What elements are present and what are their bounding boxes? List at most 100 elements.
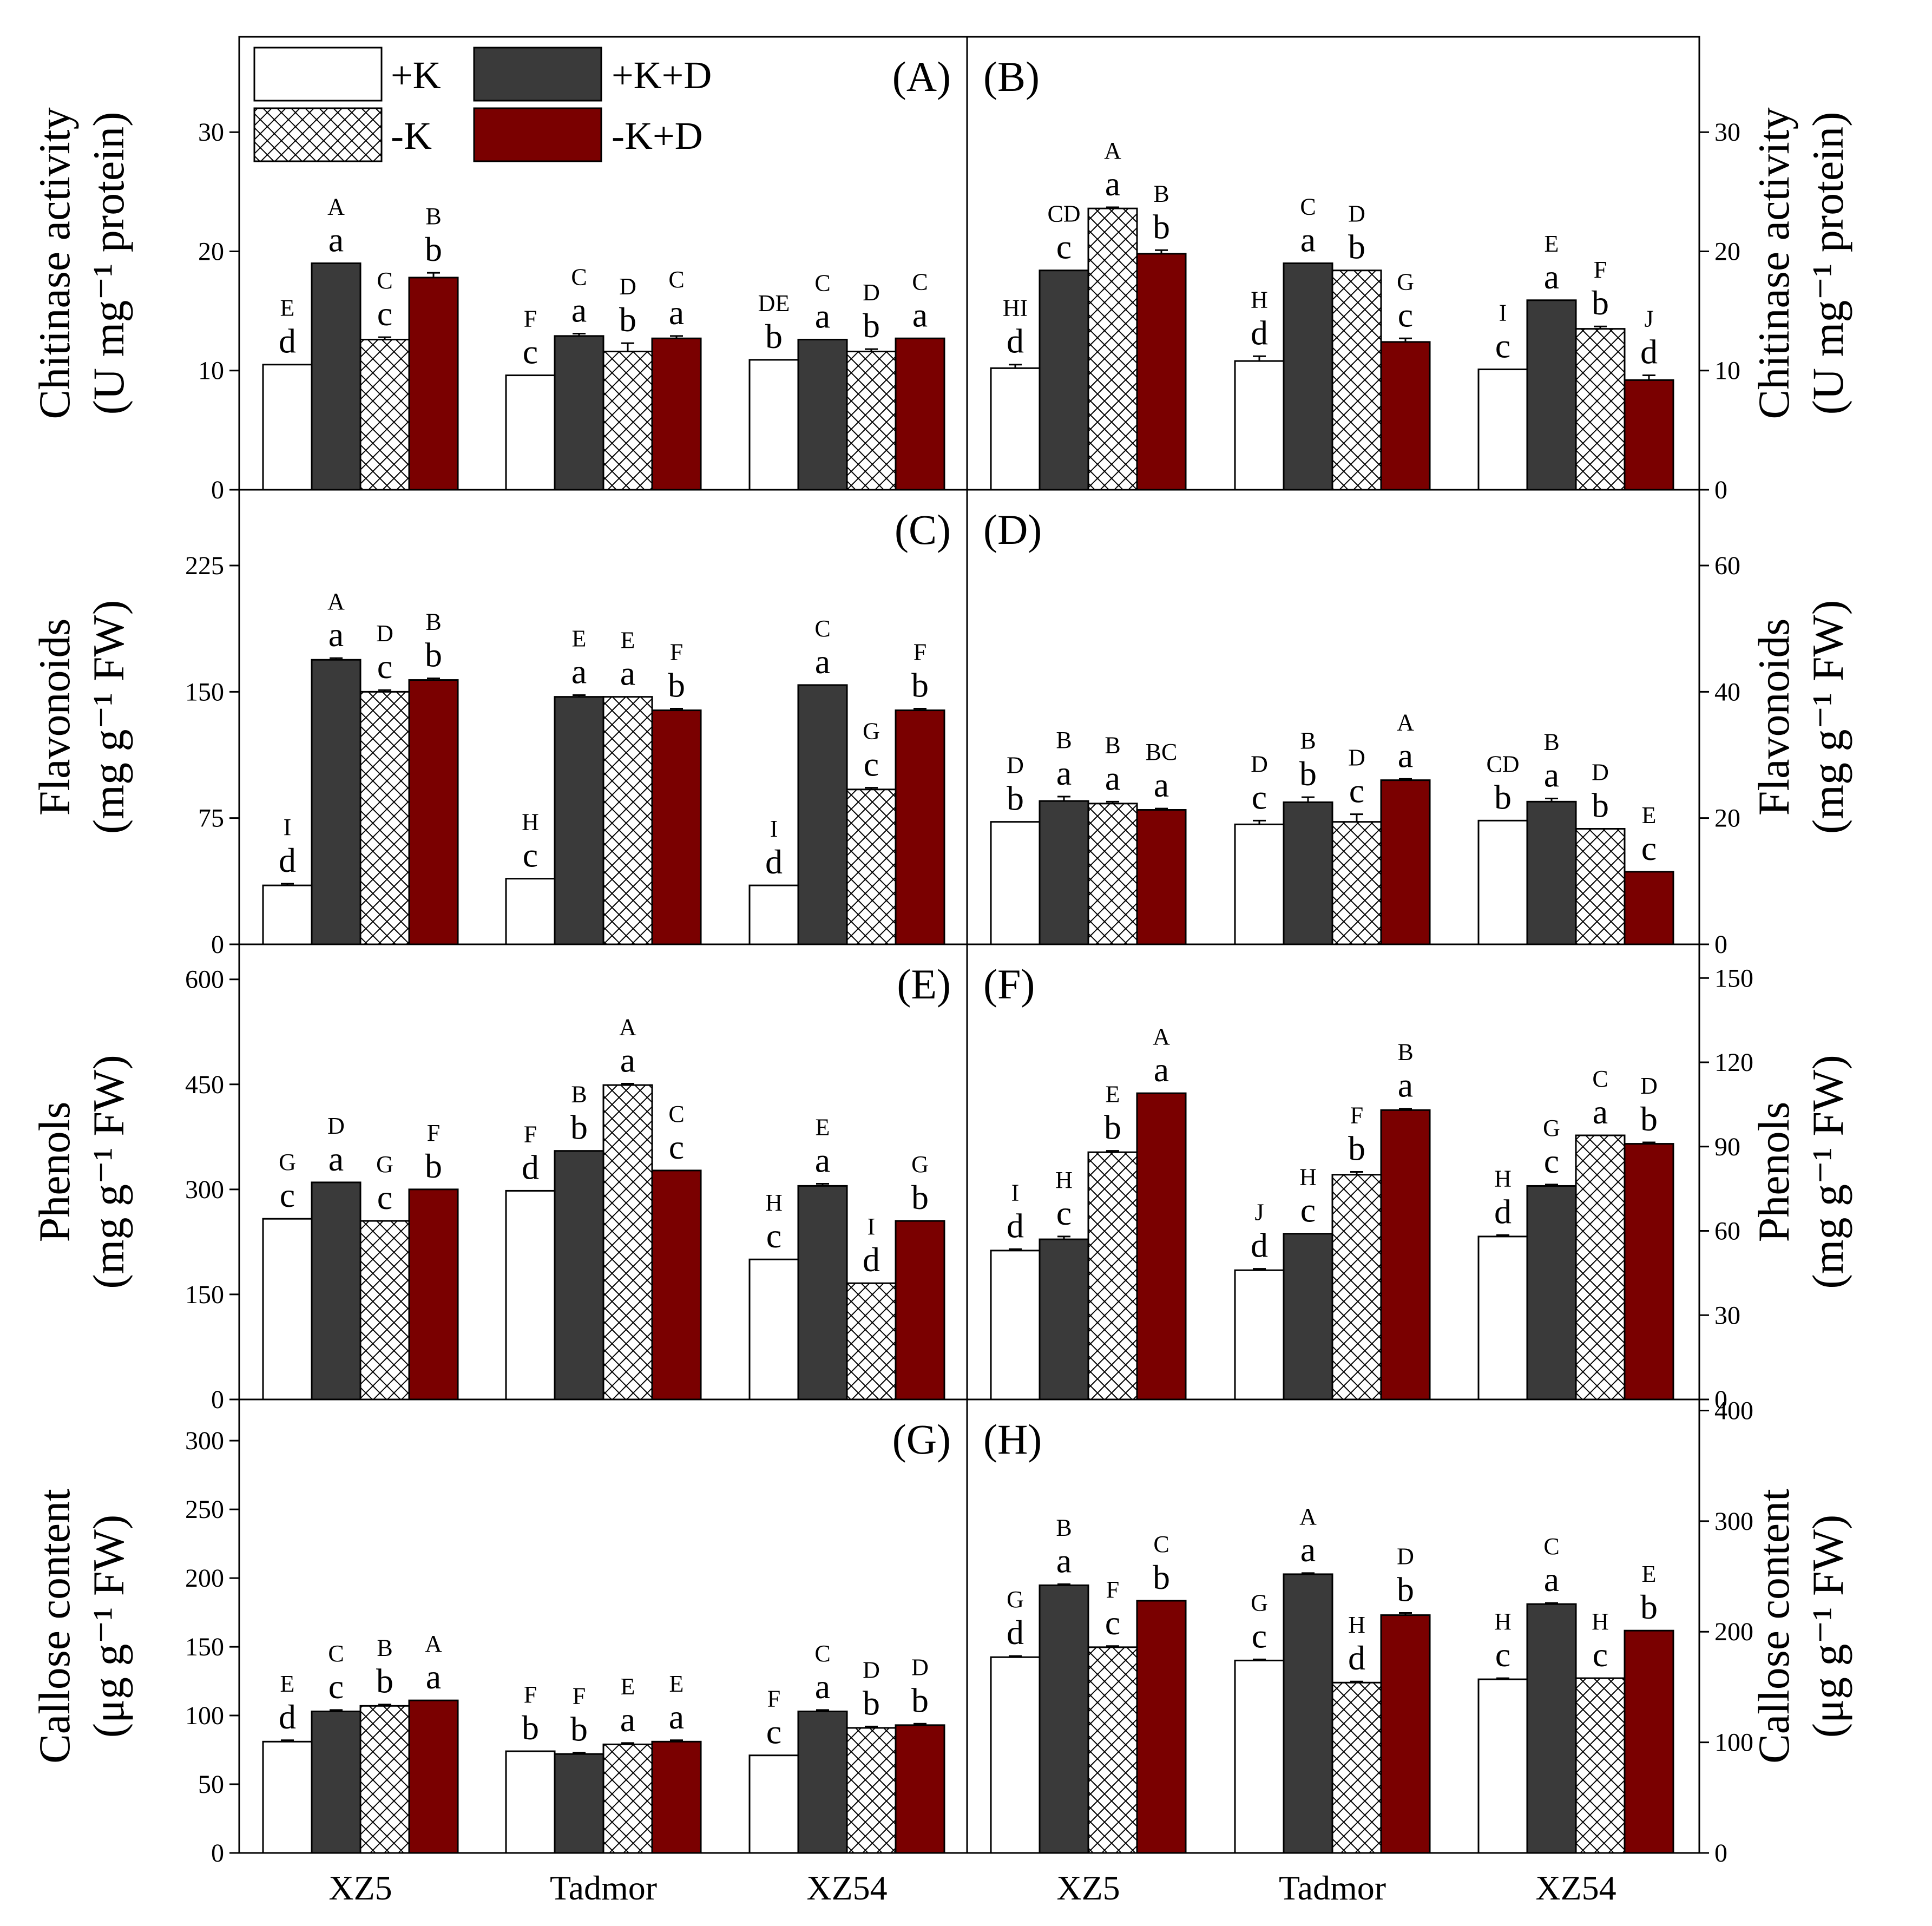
y-tick-label: 225: [185, 551, 224, 580]
bar: [554, 696, 604, 945]
y-tick-label: 20: [198, 237, 224, 266]
bar: [1087, 1151, 1138, 1401]
significance-letter-upper: I: [284, 814, 292, 840]
bar: [1526, 299, 1577, 491]
significance-letter-lower: b: [1299, 754, 1317, 793]
significance-letter-lower: a: [1105, 165, 1120, 203]
significance-letter-upper: F: [524, 306, 537, 332]
y-tick-label: 75: [198, 804, 224, 833]
significance-letter-upper: G: [376, 1151, 393, 1178]
bar: [846, 1727, 897, 1854]
bar: [748, 884, 799, 945]
bar: [1526, 1603, 1577, 1854]
panel-label: (E): [897, 961, 951, 1008]
significance-letter-upper: B: [425, 203, 441, 229]
y-tick-label: 100: [185, 1701, 224, 1730]
legend-swatch: [253, 107, 383, 162]
significance-letter-lower: a: [1593, 1093, 1608, 1131]
bar: [846, 350, 897, 491]
bar: [311, 1710, 362, 1854]
bar: [311, 1181, 362, 1401]
significance-letter-upper: D: [327, 1113, 345, 1139]
significance-letter-upper: D: [1397, 1543, 1414, 1569]
significance-letter-lower: b: [1640, 1588, 1658, 1626]
bar: [262, 884, 313, 945]
bar: [1380, 341, 1431, 491]
panel-label: (C): [895, 506, 951, 553]
significance-letter-lower: a: [328, 221, 344, 259]
significance-letter-lower: b: [1348, 228, 1365, 266]
bar: [408, 1188, 459, 1401]
significance-letter-upper: F: [1594, 257, 1607, 283]
bar: [1575, 1677, 1626, 1854]
significance-letter-upper: C: [1153, 1531, 1169, 1557]
panel-label: (H): [983, 1416, 1042, 1463]
significance-letter-upper: H: [1251, 286, 1268, 313]
significance-letter-lower: b: [522, 1708, 539, 1747]
bar: [1234, 1269, 1285, 1401]
significance-letter-upper: CD: [1486, 751, 1519, 777]
bar: [359, 338, 410, 491]
significance-letter-lower: c: [1300, 1191, 1316, 1230]
bar: [359, 691, 410, 945]
significance-letter-upper: H: [1348, 1612, 1365, 1638]
significance-letter-lower: b: [570, 1108, 588, 1147]
bar: [1526, 800, 1577, 945]
significance-letter-upper: B: [1300, 727, 1316, 754]
significance-letter-lower: d: [1007, 1613, 1024, 1652]
bar: [797, 1185, 848, 1401]
significance-letter-lower: b: [619, 300, 636, 339]
y-tick-label: 0: [1714, 1839, 1727, 1868]
bar: [895, 337, 945, 491]
significance-letter-upper: H: [1055, 1167, 1073, 1193]
significance-letter-lower: d: [279, 841, 296, 879]
significance-letter-lower: d: [522, 1148, 539, 1186]
x-category-label: XZ5: [328, 1869, 392, 1907]
legend-label: +K: [391, 54, 441, 97]
significance-letter-lower: a: [815, 1141, 830, 1179]
significance-letter-lower: c: [1056, 1194, 1072, 1232]
y-tick-label: 200: [1714, 1618, 1753, 1646]
y-tick-label: 30: [1714, 1301, 1740, 1330]
y-axis-title: Callose content: [30, 1489, 79, 1764]
bar: [1331, 1174, 1382, 1401]
significance-letter-lower: a: [1398, 1066, 1413, 1105]
bar: [1380, 1109, 1431, 1401]
significance-letter-lower: c: [280, 1176, 295, 1214]
significance-letter-upper: H: [1299, 1164, 1317, 1191]
significance-letter-upper: I: [1499, 300, 1507, 326]
significance-letter-upper: C: [1543, 1533, 1559, 1560]
legend-swatch: [253, 47, 383, 102]
significance-letter-lower: c: [328, 1667, 344, 1706]
panel-label: (F): [983, 961, 1035, 1008]
significance-letter-upper: B: [1056, 727, 1072, 753]
bar: [262, 1218, 313, 1401]
panel-b: 0 10 20 30 Chitinase activity (U mg⁻¹ protein…: [966, 36, 1852, 504]
bar: [797, 1710, 848, 1854]
significance-letter-lower: c: [1105, 1603, 1120, 1642]
significance-letter-lower: b: [1592, 786, 1609, 825]
significance-letter-upper: F: [767, 1686, 780, 1712]
significance-letter-upper: H: [1494, 1608, 1512, 1635]
y-tick-label: 150: [185, 1280, 224, 1309]
y-tick-label: 0: [211, 930, 224, 959]
significance-letter-upper: A: [619, 1014, 636, 1040]
y-axis-title: Flavonoids: [1749, 619, 1798, 816]
bar: [1283, 801, 1333, 945]
significance-letter-lower: c: [1641, 829, 1657, 867]
bar: [1234, 1659, 1285, 1854]
x-category-label: Tadmor: [1279, 1869, 1386, 1907]
bar: [311, 262, 362, 491]
y-tick-label: 20: [1714, 804, 1740, 833]
significance-letter-upper: D: [1348, 201, 1365, 227]
significance-letter-lower: b: [1153, 1558, 1170, 1596]
legend-label: +K+D: [612, 54, 712, 97]
significance-letter-upper: F: [573, 1683, 586, 1710]
significance-letter-lower: b: [1640, 1100, 1658, 1138]
bar: [1575, 1134, 1626, 1401]
bar: [1624, 379, 1674, 491]
bar: [1136, 1092, 1187, 1401]
